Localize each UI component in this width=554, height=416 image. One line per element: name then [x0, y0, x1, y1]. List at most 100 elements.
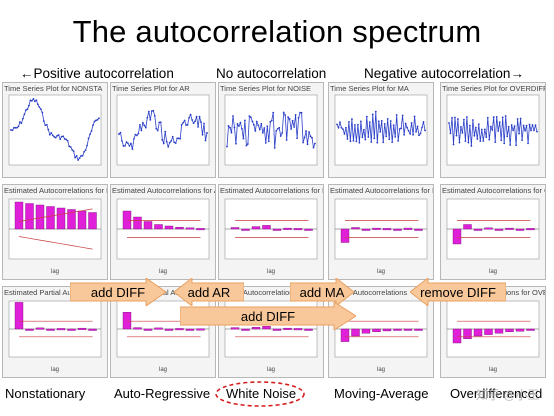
correlation-bar: [143, 328, 153, 331]
correlation-bar: [340, 228, 350, 243]
series-line-chart: [8, 94, 102, 166]
series-point: [59, 138, 62, 141]
series-point: [62, 135, 65, 138]
correlation-bar: [515, 228, 525, 231]
series-point: [290, 128, 293, 130]
series-point: [516, 118, 519, 120]
series-point: [232, 115, 234, 117]
series-point: [530, 129, 532, 132]
series-point: [130, 142, 132, 145]
label-white-noise: White Noise: [226, 386, 297, 401]
pacf-plot: Partial Autocorrelations lag: [328, 286, 434, 378]
series-point: [495, 115, 498, 118]
correlation-bar: [283, 227, 292, 230]
series-point: [243, 119, 246, 122]
series-point: [276, 127, 279, 130]
correlation-bar: [175, 328, 184, 331]
series-point: [515, 144, 518, 147]
lag-axis-label: lag: [377, 269, 385, 275]
series-point: [194, 120, 196, 123]
series-point: [377, 120, 380, 123]
arrow-label: add DIFF: [240, 308, 296, 324]
slide-title: The autocorrelation spectrum: [72, 14, 482, 49]
correlation-bar: [293, 328, 303, 331]
series-point: [486, 116, 489, 119]
series-point: [291, 119, 294, 122]
series-point: [270, 119, 273, 122]
lag-axis-label: lag: [267, 269, 275, 275]
correlation-bar: [67, 328, 76, 331]
series-point: [77, 159, 80, 161]
series-point: [454, 116, 456, 119]
series-point: [413, 115, 416, 118]
series-point: [306, 143, 309, 146]
series-point: [397, 140, 400, 142]
series-point: [309, 135, 312, 138]
series-point: [124, 144, 126, 147]
correlation-bar: [185, 328, 195, 331]
correlation-bar: [304, 228, 313, 231]
series-point: [308, 131, 310, 133]
series-point: [254, 130, 257, 132]
series-point: [165, 140, 168, 143]
series-point: [22, 117, 24, 120]
plot-area: [116, 94, 210, 166]
series-point: [135, 134, 138, 137]
series-point: [229, 126, 231, 129]
series-line: [448, 115, 538, 147]
series-point: [422, 120, 425, 123]
series-point: [536, 130, 538, 133]
series-point: [522, 124, 525, 127]
series-point: [23, 113, 26, 116]
series-point: [143, 124, 146, 127]
series-point: [63, 138, 66, 140]
series-point: [227, 125, 230, 127]
arrow-add-diff-2: add DIFF: [179, 301, 357, 331]
series-point: [356, 123, 359, 126]
lag-axis-label: lag: [377, 367, 385, 373]
correlation-bar: [241, 228, 250, 231]
series-point: [395, 114, 398, 116]
correlation-bar: [164, 328, 174, 331]
series-point: [159, 121, 162, 124]
series-point: [348, 121, 350, 123]
series-point: [497, 130, 500, 132]
series-point: [239, 121, 242, 124]
series-point: [418, 134, 420, 137]
correlation-bar: [35, 204, 45, 230]
correlation-bar: [403, 328, 413, 331]
arrow-remove-diff: remove DIFF: [409, 276, 507, 308]
correlation-bar: [515, 328, 525, 332]
series-point: [449, 132, 452, 135]
series-point: [263, 127, 266, 129]
acf-plot: Estimated Autocorrelations for OVERDIF la…: [440, 184, 546, 280]
correlation-bar: [393, 328, 402, 331]
plot-title: Partial Autocorrelations: [220, 288, 298, 297]
correlation-bar: [122, 210, 132, 230]
series-point: [465, 116, 468, 118]
lag-axis-label: lag: [489, 367, 497, 373]
correlation-bar: [473, 228, 483, 231]
series-point: [403, 133, 406, 136]
series-point: [461, 131, 464, 134]
series-point: [174, 142, 177, 145]
series-point: [146, 116, 149, 119]
series-point: [503, 142, 506, 145]
correlation-bar: [154, 224, 163, 230]
series-point: [521, 139, 523, 142]
series-point: [388, 138, 391, 141]
acf-plot: Estimated Autocorrelations for MA lag: [328, 184, 434, 280]
series-point: [468, 124, 471, 127]
series-point: [531, 124, 534, 127]
series-point: [192, 122, 195, 125]
series-point: [293, 126, 296, 128]
series-point: [20, 122, 23, 125]
correlation-bar: [88, 212, 97, 230]
time-series-plot: Time Series Plot for OVERDIFF: [440, 82, 546, 178]
correlation-bar: [393, 228, 402, 231]
series-point: [149, 118, 152, 121]
series-point: [153, 115, 156, 117]
series-point: [491, 129, 494, 131]
correlation-bar: [372, 328, 381, 332]
series-point: [352, 139, 355, 142]
